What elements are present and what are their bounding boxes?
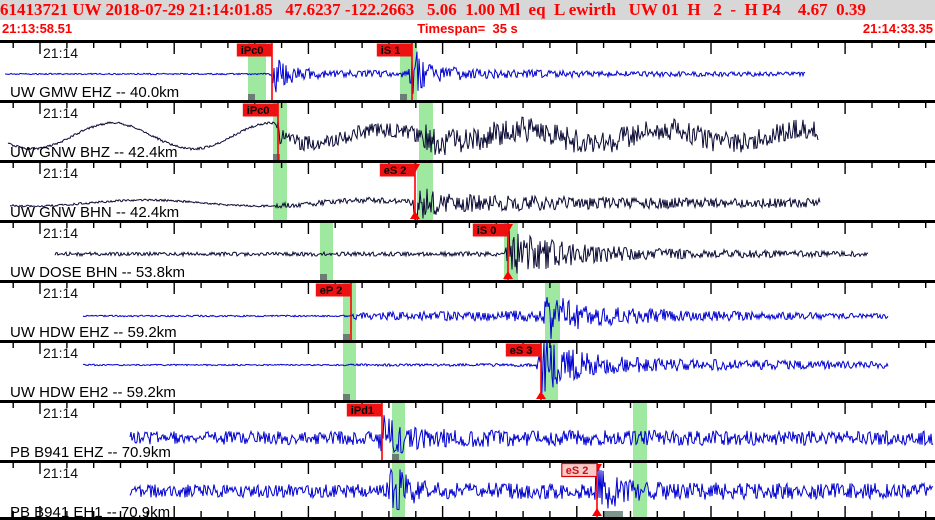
trace-panel-gnw-bhn[interactable]: eS 2 21:14 UW GNW BHN -- 42.4km	[0, 160, 935, 225]
time-ruler-header: 21:13:58.51 Timespan= 35 s 21:14:33.35	[0, 20, 935, 38]
waveform-svg[interactable]: eP 2	[0, 283, 935, 340]
window-end-time: 21:14:33.35	[862, 21, 933, 36]
station-label: UW HDW EHZ -- 59.2km	[10, 324, 177, 341]
trace-panel-gmw-ehz[interactable]: iPc0 iS 1 21:14 UW GMW EHZ -- 40.0km	[0, 40, 935, 101]
svg-text:iPc0: iPc0	[247, 105, 270, 117]
waveform-svg[interactable]: iPc0 iS 1	[0, 43, 935, 100]
trace-ref-time: 21:14	[43, 285, 79, 301]
svg-text:eP 2: eP 2	[320, 285, 342, 297]
trace-ref-time: 21:14	[43, 225, 79, 241]
station-label: UW DOSE BHN -- 53.8km	[10, 264, 186, 281]
waveform-svg[interactable]: eS 2	[0, 163, 935, 225]
trace-panel-b941-eh1[interactable]: eS 2 21:14 PB B941 EH1 -- 70.9km	[0, 460, 935, 520]
waveform-svg[interactable]: eS 2	[0, 462, 935, 520]
waveform-svg[interactable]: eS 3	[0, 340, 935, 400]
station-label: UW HDW EH2 -- 59.2km	[10, 384, 176, 401]
window-start-time: 21:13:58.51	[2, 21, 73, 36]
trace-ref-time: 21:14	[43, 465, 79, 481]
trace-panel-dose-bhn[interactable]: iS 0 21:14 UW DOSE BHN -- 53.8km	[0, 220, 935, 281]
svg-text:iPc0: iPc0	[241, 45, 264, 57]
svg-text:eS 2: eS 2	[566, 465, 589, 477]
station-label: PB B941 EHZ -- 70.9km	[10, 444, 171, 461]
station-label: PB B941 EH1 -- 70.9km	[10, 504, 171, 520]
timespan-label: Timespan= 35 s	[417, 21, 518, 36]
svg-text:iPd1: iPd1	[351, 405, 374, 417]
waveform-svg[interactable]: iPd1	[0, 403, 935, 460]
trace-ref-time: 21:14	[43, 165, 79, 181]
trace-ref-time: 21:14	[43, 405, 79, 421]
trace-panel-gnw-bhz[interactable]: iPc0 21:14 UW GNW BHZ -- 42.4km	[0, 100, 935, 161]
svg-text:iS 1: iS 1	[381, 45, 401, 57]
svg-text:iS 0: iS 0	[477, 225, 497, 237]
trace-panel-hdw-ehz[interactable]: eP 2 21:14 UW HDW EHZ -- 59.2km	[0, 280, 935, 341]
waveform-svg[interactable]: iS 0	[0, 223, 935, 280]
event-header: 61413721 UW 2018-07-29 21:14:01.85 47.62…	[0, 0, 935, 20]
trace-panel-b941-ehz[interactable]: iPd1 21:14 PB B941 EHZ -- 70.9km	[0, 400, 935, 461]
trace-ref-time: 21:14	[43, 345, 79, 361]
station-label: UW GMW EHZ -- 40.0km	[10, 84, 180, 101]
station-label: UW GNW BHN -- 42.4km	[10, 204, 180, 221]
trace-ref-time: 21:14	[43, 105, 79, 121]
trace-panel-hdw-eh2[interactable]: eS 3 21:14 UW HDW EH2 -- 59.2km	[0, 340, 935, 401]
svg-text:eS 3: eS 3	[510, 345, 533, 357]
trace-ref-time: 21:14	[43, 45, 79, 61]
svg-text:eS 2: eS 2	[384, 165, 407, 177]
waveform-svg[interactable]: iPc0	[0, 103, 935, 160]
station-label: UW GNW BHZ -- 42.4km	[10, 144, 178, 161]
